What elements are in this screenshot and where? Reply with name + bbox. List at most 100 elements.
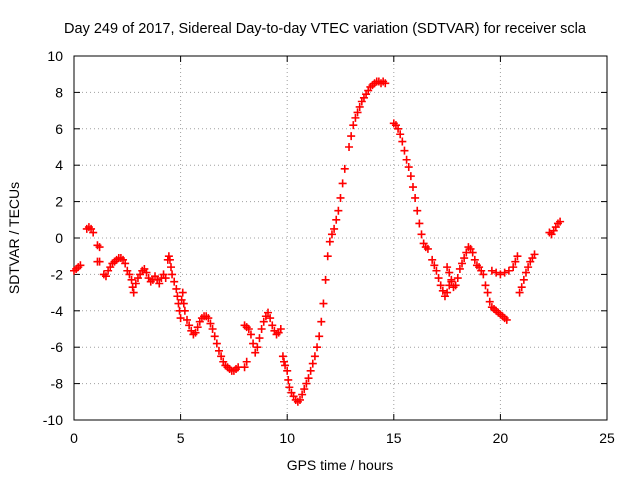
data-point	[264, 308, 273, 317]
data-point	[172, 284, 181, 293]
data-point	[298, 390, 307, 399]
data-point	[406, 172, 415, 181]
data-point	[164, 252, 173, 261]
data-point	[402, 155, 411, 164]
data-point	[334, 206, 343, 215]
data-point	[336, 193, 345, 202]
data-point	[182, 315, 191, 324]
data-point	[101, 272, 110, 281]
data-point	[295, 395, 304, 404]
data-point	[142, 268, 151, 277]
data-point	[513, 252, 522, 261]
data-point	[302, 379, 311, 388]
data-point	[460, 254, 469, 263]
data-point	[404, 163, 413, 172]
data-point	[443, 288, 452, 297]
data-point	[193, 323, 202, 332]
y-axis-label: SDTVAR / TECUs	[6, 182, 22, 294]
data-point	[411, 193, 420, 202]
data-point	[212, 339, 221, 348]
axis-ticks	[73, 55, 608, 421]
data-point	[349, 121, 358, 130]
x-tick-labels: 0 5 10 15 20 25	[70, 430, 615, 446]
data-point	[443, 263, 452, 272]
data-point	[481, 281, 490, 290]
grid-lines	[74, 56, 607, 420]
data-point	[185, 321, 194, 330]
data-point	[428, 255, 437, 264]
x-tick-label: 25	[599, 430, 615, 446]
data-point	[340, 164, 349, 173]
data-point	[332, 215, 341, 224]
data-point	[253, 343, 262, 352]
data-point	[204, 314, 213, 323]
data-point	[400, 146, 409, 155]
data-point	[284, 375, 293, 384]
data-point	[413, 206, 422, 215]
y-tick-labels: -10 -8 -6 -4 -2 0 2 4 6 8 10	[43, 48, 63, 428]
data-point	[208, 325, 217, 333]
data-point	[304, 374, 313, 383]
data-point	[321, 275, 330, 284]
data-point	[479, 270, 488, 279]
chart-title: Day 249 of 2017, Sidereal Day-to-day VTE…	[64, 21, 587, 37]
data-point	[240, 363, 249, 372]
data-point	[280, 357, 289, 366]
data-point	[504, 266, 513, 275]
data-point	[315, 332, 324, 341]
data-point	[468, 248, 477, 257]
data-point	[276, 325, 285, 333]
data-point	[310, 352, 319, 361]
data-point	[319, 299, 328, 308]
data-point	[283, 366, 292, 375]
data-point	[259, 317, 268, 326]
x-tick-label: 5	[177, 430, 185, 446]
data-point	[176, 314, 185, 323]
data-point	[95, 257, 104, 266]
y-tick-label: -10	[43, 412, 63, 428]
data-point	[285, 383, 294, 392]
y-tick-label: 0	[55, 230, 63, 246]
y-tick-label: -4	[51, 303, 64, 319]
data-point	[95, 243, 104, 252]
data-point	[556, 217, 565, 226]
data-point	[266, 314, 275, 323]
data-point	[246, 330, 255, 339]
data-point	[524, 263, 533, 272]
data-point	[121, 259, 130, 268]
data-point	[347, 132, 356, 141]
data-point	[458, 259, 467, 268]
data-point	[398, 137, 407, 146]
data-point	[161, 274, 170, 283]
x-tick-label: 20	[493, 430, 509, 446]
data-point	[381, 79, 390, 88]
data-point	[300, 385, 309, 394]
data-point	[453, 274, 462, 283]
data-point	[330, 224, 339, 233]
data-point	[170, 277, 179, 286]
data-point	[129, 288, 138, 297]
data-point	[487, 266, 496, 275]
data-point	[436, 281, 445, 290]
data-point	[217, 352, 226, 361]
data-point	[492, 268, 501, 277]
data-point	[251, 348, 260, 357]
data-point	[308, 359, 317, 368]
data-point	[306, 366, 315, 375]
data-point	[519, 275, 528, 284]
data-point	[244, 325, 253, 333]
data-point	[327, 230, 336, 239]
data-point	[210, 332, 219, 341]
data-point	[509, 263, 518, 272]
data-point	[338, 179, 347, 188]
data-point	[455, 264, 464, 273]
plot-frame	[73, 55, 608, 421]
data-point	[417, 230, 426, 239]
data-point	[125, 270, 134, 279]
x-tick-label: 15	[386, 430, 402, 446]
y-tick-label: -6	[51, 339, 64, 355]
data-point	[355, 102, 364, 111]
x-tick-label: 0	[70, 430, 78, 446]
data-point	[89, 228, 98, 237]
